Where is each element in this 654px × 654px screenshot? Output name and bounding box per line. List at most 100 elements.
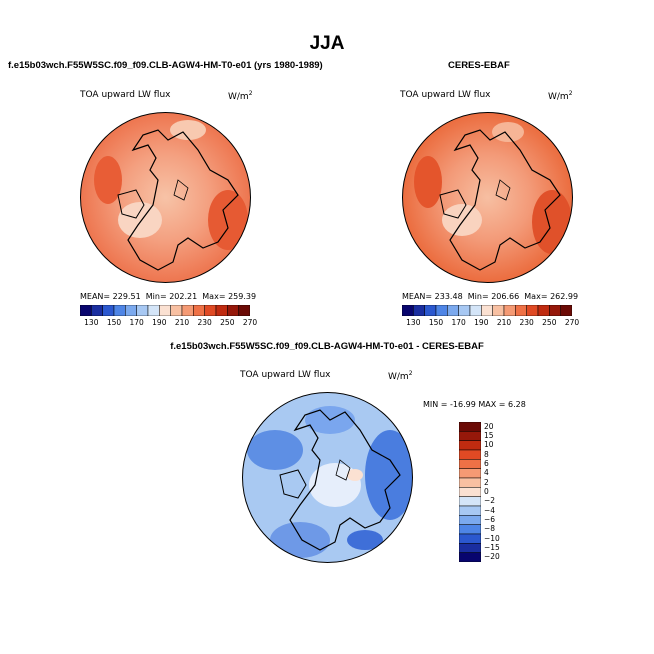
diff-coastlines [289,409,401,551]
colorbar-tick-label: −4 [484,505,496,515]
obs-mean: MEAN= 233.48 [402,292,463,301]
obs-greenland-low [442,204,482,236]
model-siberia-low [170,120,206,140]
colorbar-tick-label: 0 [484,487,489,496]
model-variable-label: TOA upward LW flux [80,90,171,100]
colorbar-swatch [458,305,471,316]
obs-colorbar-ticks: 130 150 170 190 210 230 250 270 [402,318,579,328]
colorbar-swatch [459,468,481,479]
colorbar-swatch [181,305,194,316]
colorbar-tick-label: 130 [84,318,99,327]
colorbar-tick-label: −2 [484,496,496,506]
diff-units-label: W/m2 [388,370,413,382]
colorbar-swatch [492,305,505,316]
colorbar-tick-label: 210 [174,318,190,327]
colorbar-swatch [159,305,171,316]
model-coastline-archipelago [173,179,189,201]
colorbar-tick-label: −15 [484,543,500,552]
colorbar-swatch [80,305,92,316]
model-colorbar [80,305,250,316]
diff-coastline-islands [279,469,307,499]
colorbar-swatch [170,305,183,316]
obs-coastlines [449,129,561,271]
diff-coastline-archipelago [335,459,351,481]
colorbar-swatch [549,305,561,316]
colorbar-swatch [459,543,481,553]
colorbar-tick-label: 6 [484,459,489,468]
diff-positive-region [347,469,363,481]
colorbar-tick-label: −20 [484,552,500,562]
model-units-label: W/m2 [228,90,253,102]
colorbar-swatch [459,431,481,441]
colorbar-swatch [459,533,481,544]
colorbar-swatch [204,305,217,316]
colorbar-swatch [402,305,414,316]
diff-polar-map [242,392,413,563]
colorbar-tick-label: 15 [484,431,494,440]
diff-negative-region-3 [270,522,330,558]
obs-coastline-archipelago [495,179,511,201]
model-coastlines [127,129,239,271]
colorbar-swatch [91,305,103,316]
obs-pacific-high [414,156,442,208]
diff-panel-header: f.e15b03wch.F55W5SC.f09_f09.CLB-AGW4-HM-… [170,341,484,352]
colorbar-swatch [102,305,115,316]
colorbar-swatch [459,459,481,469]
model-polar-map [80,112,251,283]
obs-max: Max= 262.99 [524,292,579,301]
model-coastline-islands [117,189,145,219]
colorbar-swatch [459,524,481,535]
colorbar-swatch [125,305,137,316]
model-greenland-low [118,202,162,238]
colorbar-swatch [215,305,228,316]
obs-asia-high [532,190,572,254]
colorbar-swatch [459,477,481,488]
colorbar-tick-label: 270 [564,318,580,327]
model-pacific-high [94,156,122,204]
colorbar-swatch [113,305,126,316]
obs-variable-label: TOA upward LW flux [400,90,491,100]
model-colorbar-ticks: 130 150 170 190 210 230 250 270 [80,318,257,328]
model-panel-header: f.e15b03wch.F55W5SC.f09_f09.CLB-AGW4-HM-… [8,60,323,71]
obs-siberia-low [492,122,524,142]
colorbar-tick-label: 170 [129,318,144,327]
obs-stats: MEAN= 233.48 Min= 206.66 Max= 262.99 [402,292,578,301]
obs-units-label: W/m2 [548,90,573,102]
model-mean: MEAN= 229.51 [80,292,141,301]
obs-panel-header: CERES-EBAF [448,60,510,71]
colorbar-swatch [560,305,572,316]
colorbar-swatch [526,305,539,316]
obs-min: Min= 206.66 [467,292,520,301]
diff-negative-region-5 [347,530,383,550]
colorbar-tick-label: 10 [484,440,494,450]
colorbar-swatch [193,305,205,316]
colorbar-swatch [413,305,425,316]
colorbar-swatch [136,305,149,316]
colorbar-swatch [503,305,516,316]
colorbar-tick-label: 250 [542,318,557,327]
colorbar-tick-label: −8 [484,524,496,534]
colorbar-swatch [447,305,459,316]
colorbar-tick-label: 8 [484,449,489,459]
diff-map-border [242,392,413,563]
colorbar-swatch [424,305,437,316]
colorbar-swatch [481,305,493,316]
colorbar-tick-label: 20 [484,421,494,431]
colorbar-swatch [469,305,482,316]
colorbar-swatch [515,305,527,316]
figure-title: JJA [309,33,345,54]
colorbar-tick-label: 230 [519,318,534,327]
colorbar-swatch [238,305,250,316]
colorbar-tick-label: 150 [106,318,122,327]
colorbar-tick-label: 250 [220,318,235,327]
colorbar-tick-label: 190 [152,318,167,327]
colorbar-swatch [537,305,550,316]
colorbar-swatch [227,305,239,316]
diff-variable-label: TOA upward LW flux [240,370,331,380]
diff-colorbar-ticks: 20 15 10 8 6 4 2 0 −2 −4 −6 −8 −10 −15 −20 [484,422,514,562]
model-min: Min= 202.21 [145,292,198,301]
obs-map-border [402,112,573,283]
model-asia-high [208,190,248,250]
colorbar-tick-label: 170 [451,318,466,327]
colorbar-tick-label: −6 [484,515,496,524]
